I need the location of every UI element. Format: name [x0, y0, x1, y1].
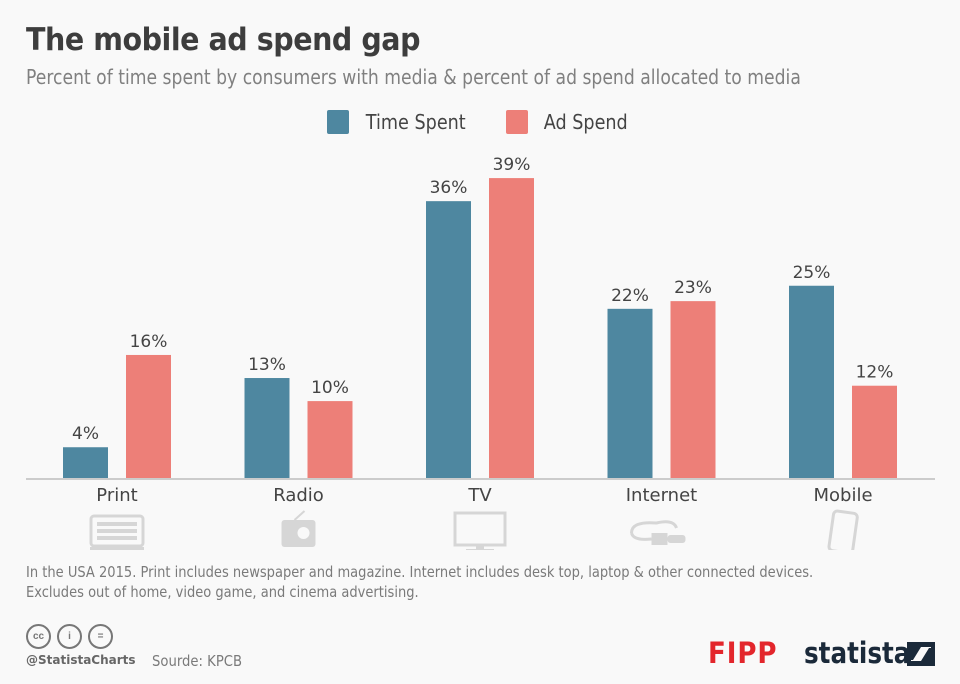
- bar-time-spent-radio: [244, 378, 290, 478]
- smartphone-icon: [827, 509, 859, 550]
- statista-logo-icon: [907, 642, 935, 666]
- bar-ad-spend-print: [126, 354, 171, 478]
- no-derivatives-icon: =: [88, 624, 113, 649]
- category-label-mobile: Mobile: [813, 485, 872, 506]
- legend-swatch-time-spent: [326, 110, 349, 134]
- creative-commons-icon: cc: [26, 624, 51, 649]
- footnote: In the USA 2015. Print includes newspape…: [26, 562, 813, 602]
- legend-swatch-ad-spend: [506, 110, 529, 134]
- category-label-internet: Internet: [626, 485, 697, 506]
- bar-time-spent-mobile: [789, 285, 834, 478]
- category-label-tv: TV: [467, 485, 492, 506]
- bar-ad-spend-mobile: [852, 385, 897, 478]
- chart-title: The mobile ad spend gap: [26, 22, 421, 58]
- category-label-print: Print: [96, 485, 137, 506]
- statista-logo-text: statista: [804, 636, 911, 670]
- chart-subtitle: Percent of time spent by consumers with …: [26, 65, 801, 89]
- bar-ad-spend-internet: [670, 301, 716, 478]
- bar-time-spent-internet: [607, 308, 653, 478]
- footnote-line-2: Excludes out of home, video game, and ci…: [26, 583, 419, 601]
- category-label-radio: Radio: [273, 485, 324, 506]
- data-label-ad-spend-mobile: 12%: [856, 363, 894, 383]
- ethernet-cable-icon: [630, 520, 686, 545]
- footnote-line-1: In the USA 2015. Print includes newspape…: [26, 563, 814, 581]
- source-label: Sourde: KPCB: [152, 652, 243, 670]
- radio-icon: [281, 510, 316, 547]
- attribution-icon: i: [57, 624, 82, 649]
- fipp-logo: FIPP: [708, 636, 778, 670]
- data-label-time-spent-mobile: 25%: [793, 263, 831, 283]
- bar-time-spent-print: [63, 447, 108, 478]
- legend-label-time-spent: Time Spent: [365, 110, 466, 134]
- bar-time-spent-tv: [426, 201, 471, 478]
- legend-item-ad-spend: Ad Spend: [506, 110, 633, 134]
- data-label-time-spent-print: 4%: [72, 424, 99, 444]
- data-label-time-spent-internet: 22%: [611, 286, 649, 306]
- tv-icon: [453, 511, 507, 550]
- license-icons: cc i =: [26, 624, 113, 649]
- bar-ad-spend-radio: [307, 401, 353, 478]
- legend-item-time-spent: Time Spent: [326, 110, 473, 134]
- bar-ad-spend-tv: [489, 178, 534, 478]
- data-label-ad-spend-radio: 10%: [311, 378, 349, 398]
- data-label-time-spent-tv: 36%: [430, 178, 468, 198]
- legend: Time Spent Ad Spend: [0, 110, 960, 134]
- legend-label-ad-spend: Ad Spend: [543, 110, 628, 134]
- twitter-handle: @StatistaCharts: [26, 653, 136, 667]
- data-label-ad-spend-internet: 23%: [674, 278, 712, 298]
- newspaper-icon: [89, 514, 145, 550]
- data-label-ad-spend-tv: 39%: [493, 155, 531, 175]
- data-label-time-spent-radio: 13%: [248, 355, 286, 375]
- bar-chart: 4% 16% Print 13% 10% Radio 36% 39% TV 22% 23% Inter…: [26, 155, 935, 550]
- data-label-ad-spend-print: 16%: [130, 332, 168, 352]
